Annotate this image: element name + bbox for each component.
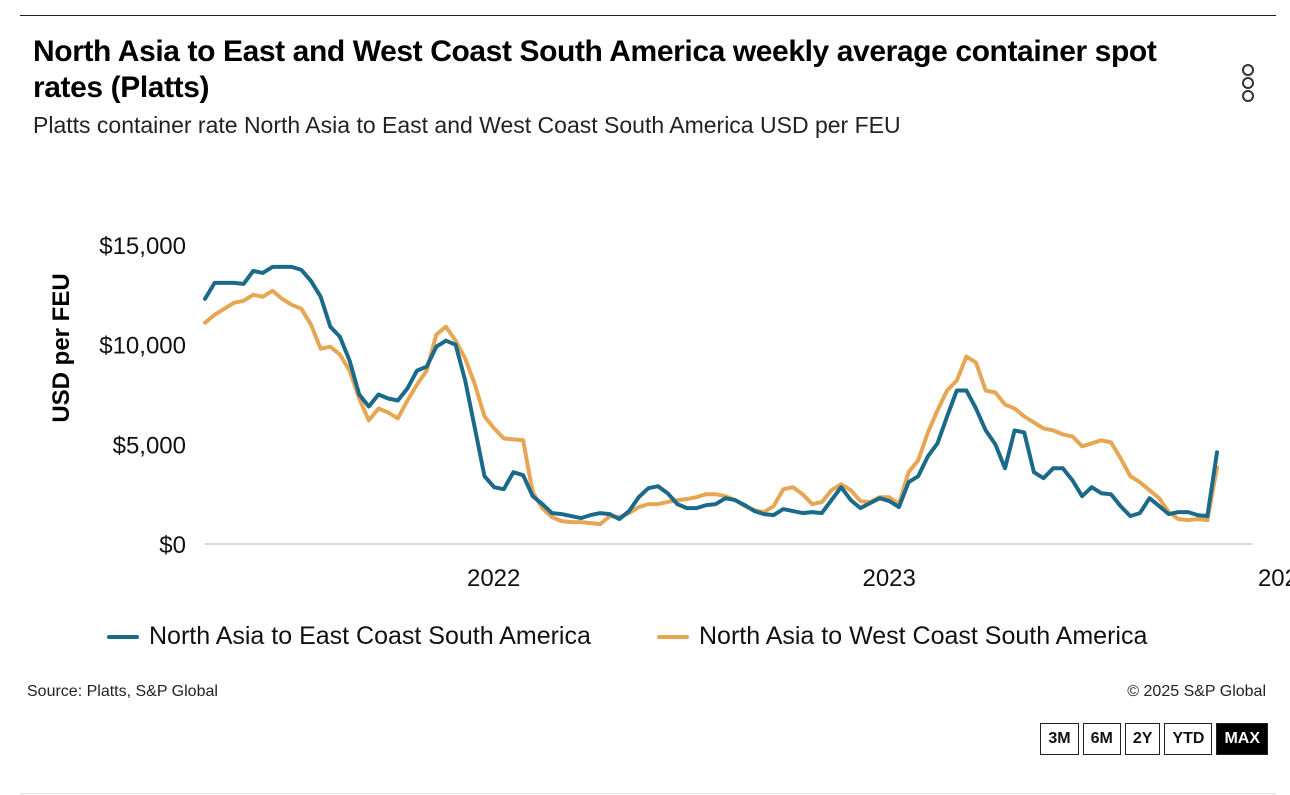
x-tick-label: 2023 — [862, 565, 915, 592]
legend-label-west-coast: North Asia to West Coast South America — [699, 622, 1148, 650]
bottom-rule — [20, 793, 1276, 794]
range-button-2y[interactable]: 2Y — [1124, 723, 1161, 755]
range-button-3m[interactable]: 3M — [1040, 723, 1079, 755]
y-tick-label: $0 — [159, 532, 186, 559]
series-lines — [203, 264, 1219, 527]
y-tick-label: $15,000 — [99, 233, 186, 260]
menu-dot — [1242, 77, 1254, 89]
range-selector: 3M 6M 2Y YTD MAX — [1040, 723, 1268, 755]
menu-dot — [1242, 64, 1254, 76]
y-tick-label: $10,000 — [99, 333, 186, 360]
chart-title: North Asia to East and West Coast South … — [33, 35, 1157, 104]
y-tick-label: $5,000 — [113, 432, 186, 459]
legend-item-east-coast[interactable]: North Asia to East Coast South America — [107, 622, 591, 651]
y-gridlines — [205, 244, 1253, 445]
source-note: Source: Platts, S&P Global — [27, 683, 218, 700]
legend-swatch-east-coast — [107, 634, 139, 639]
legend-item-west-coast[interactable]: North Asia to West Coast South America — [657, 622, 1147, 651]
range-button-ytd[interactable]: YTD — [1164, 723, 1213, 755]
legend-swatch-west-coast — [657, 634, 689, 639]
axes: $0 $5,000 $10,000 $15,000 2022 2023 2024 USD pe… — [48, 233, 1290, 592]
x-tick-label: 2022 — [467, 565, 520, 592]
chart-subtitle: Platts container rate North Asia to East… — [33, 112, 901, 138]
range-button-max[interactable]: MAX — [1216, 723, 1268, 755]
x-tick-label: 2024 — [1258, 565, 1290, 592]
series-line-east-coast — [203, 264, 1219, 522]
chart-legend: North Asia to East Coast South America N… — [107, 622, 1267, 658]
legend-label-east-coast: North Asia to East Coast South America — [149, 622, 591, 650]
series-line-west-coast — [203, 288, 1219, 527]
menu-dot — [1242, 90, 1254, 102]
range-button-6m[interactable]: 6M — [1082, 723, 1121, 755]
more-options-icon[interactable] — [1236, 64, 1260, 104]
y-axis-title: USD per FEU — [48, 273, 75, 422]
line-chart: $0 $5,000 $10,000 $15,000 2022 2023 2024 USD pe… — [48, 233, 1290, 592]
copyright-note: © 2025 S&P Global — [1127, 683, 1266, 700]
top-rule — [20, 15, 1276, 16]
